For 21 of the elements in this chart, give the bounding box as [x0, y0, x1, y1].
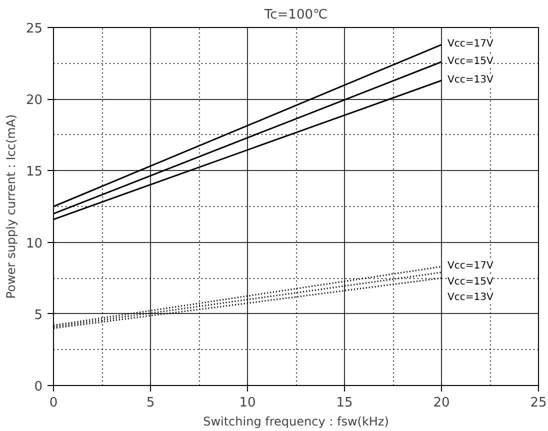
series-label: Vcc=15V: [448, 276, 494, 288]
series-label: Vcc=17V: [448, 260, 494, 272]
chart-title: Tc=100℃: [263, 8, 328, 22]
x-tick-label: 5: [146, 396, 155, 410]
x-tick-label: 15: [336, 396, 353, 410]
series-label: Vcc=17V: [448, 38, 494, 50]
x-tick-label: 0: [49, 396, 58, 410]
y-axis-title: Power supply current : Icc(mA): [4, 114, 18, 299]
y-tick-label: 15: [26, 164, 43, 180]
y-tick-label: 10: [26, 236, 43, 252]
series-label: Vcc=15V: [448, 56, 494, 67]
y-tick-label: 25: [26, 22, 43, 36]
x-axis-title: Switching frequency : fsw(kHz): [203, 414, 389, 428]
x-tick-label: 10: [239, 396, 256, 410]
x-tick-label: 25: [530, 396, 547, 410]
y-tick-label: 20: [26, 93, 43, 108]
series-label: Vcc=13V: [448, 74, 494, 86]
x-tick-label: 20: [433, 396, 450, 410]
y-tick-label: 5: [34, 308, 43, 323]
series-label: Vcc=13V: [448, 292, 494, 304]
y-tick-label: 0: [34, 380, 43, 394]
